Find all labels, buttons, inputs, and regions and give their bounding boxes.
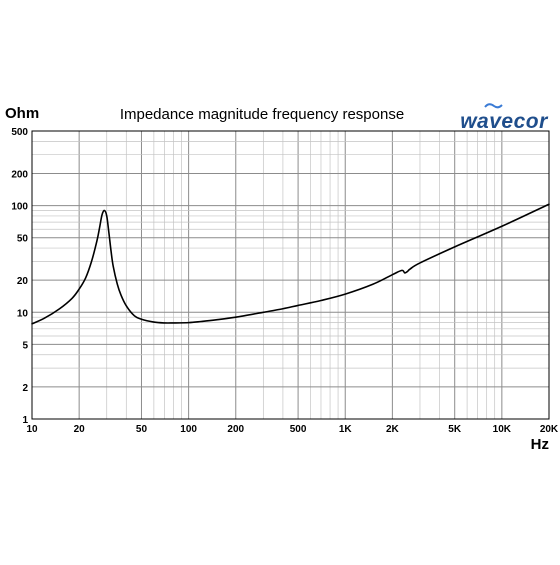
y-tick-label: 100 — [11, 202, 28, 213]
x-tick-label: 1K — [339, 424, 353, 435]
y-tick-label: 500 — [11, 127, 28, 138]
x-axis-label: Hz — [531, 436, 549, 453]
impedance-series-line — [31, 203, 550, 325]
y-tick-label: 50 — [17, 234, 29, 245]
x-tick-label: 20 — [74, 424, 86, 435]
x-tick-label: 500 — [290, 424, 307, 435]
grid — [31, 130, 550, 420]
x-tick-label: 100 — [180, 424, 197, 435]
chart-title: Impedance magnitude frequency response — [120, 106, 404, 123]
y-axis-label: Ohm — [5, 105, 39, 122]
y-tick-label: 1 — [22, 415, 28, 426]
x-tick-label: 200 — [227, 424, 244, 435]
plot-frame — [31, 130, 550, 420]
tick-labels: 10 20 50 100 200 500 1K 2K 5K 10K 20K 1 2 5 10 20 50 100 2… — [11, 127, 559, 435]
y-tick-label: 10 — [17, 308, 29, 319]
y-tick-label: 2 — [22, 383, 28, 394]
y-tick-label: 200 — [11, 169, 28, 180]
series-layer — [31, 203, 550, 325]
y-tick-label: 5 — [22, 340, 28, 351]
x-tick-label: 5K — [448, 424, 462, 435]
x-tick-label: 50 — [136, 424, 148, 435]
x-tick-label: 10K — [493, 424, 512, 435]
x-tick-label: 20K — [540, 424, 559, 435]
logo-wave-mark — [484, 103, 503, 109]
logo-text: wavecor — [460, 110, 549, 133]
x-tick-label: 10 — [26, 424, 38, 435]
y-tick-label: 20 — [17, 276, 29, 287]
wavecor-logo: wavecor — [460, 103, 549, 133]
x-tick-label: 2K — [386, 424, 400, 435]
